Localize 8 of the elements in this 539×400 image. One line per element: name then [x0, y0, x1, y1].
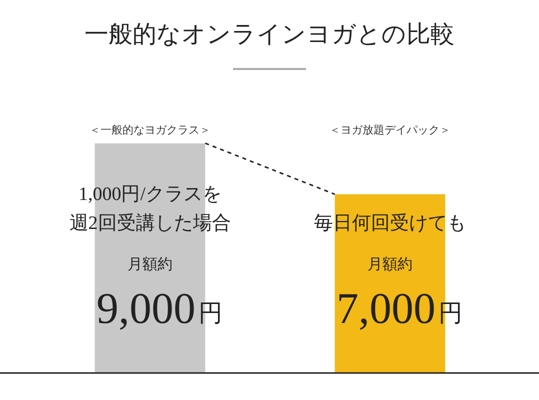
annotation: 週2回受講した場合 — [69, 213, 231, 234]
x-tick-label: ＜一般的なヨガクラス＞ — [90, 124, 210, 136]
chart-title: 一般的なオンラインヨガとの比較 — [84, 21, 456, 50]
annotation: 1,000円/クラスを — [78, 184, 222, 206]
annotation: 月額約 — [368, 256, 412, 274]
annotation: 月額約 — [128, 256, 172, 274]
x-tick-label: ＜ヨガ放題デイパック＞ — [330, 124, 450, 136]
annotation: 毎日何回受けても — [314, 213, 466, 234]
